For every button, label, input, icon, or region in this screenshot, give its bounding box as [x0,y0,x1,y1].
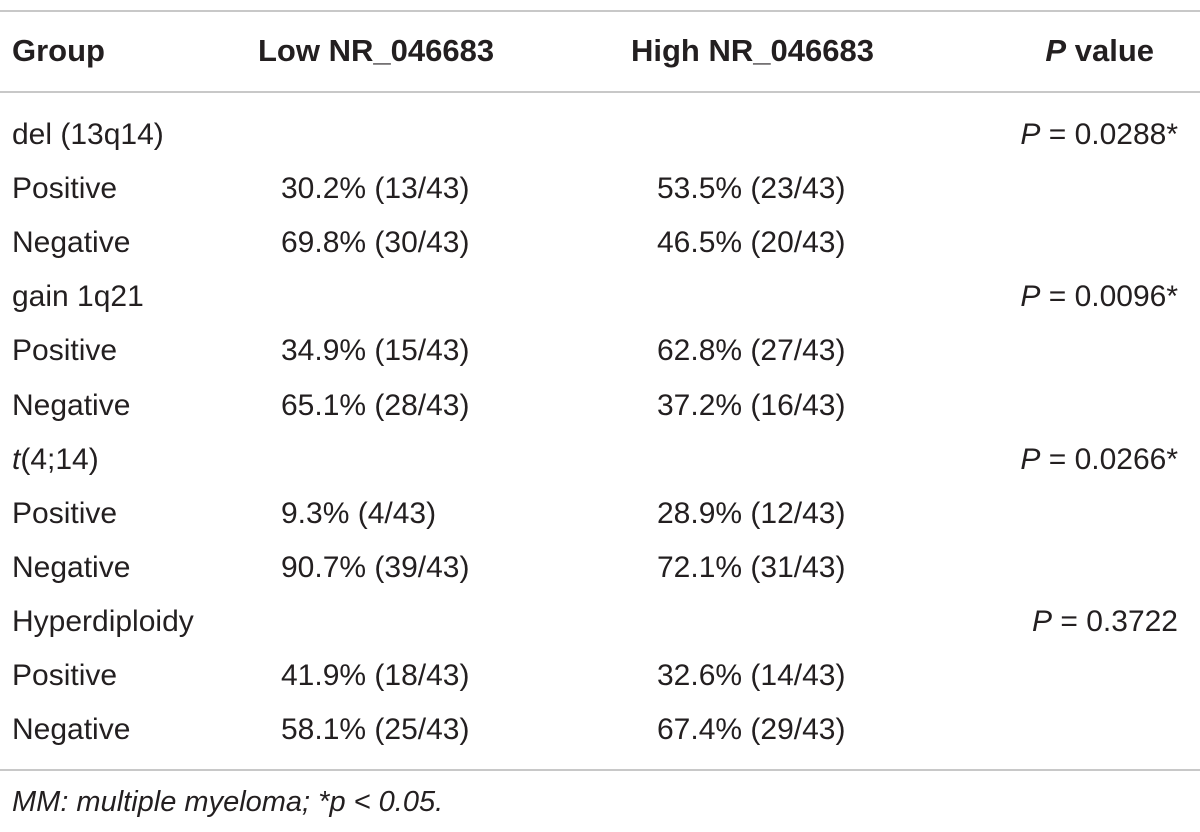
cell-high-nr: 53.5% (23/43) [657,172,846,206]
cell-group: Positive [12,649,117,703]
cell-p-suffix: = 0.0096* [1040,280,1178,314]
cell-p-suffix: = 0.3722 [1052,604,1178,638]
cell-group: t(4;14) [12,433,99,487]
table-footnote: MM: multiple myeloma; *p < 0.05. [12,786,444,818]
cell-high-nr: 62.8% (27/43) [657,334,846,368]
cell-high-nr: 37.2% (16/43) [657,388,846,422]
cell-group: gain 1q21 [12,270,144,324]
cell-p-value: P = 0.0096* [1020,270,1178,324]
table-header-row: Group Low NR_046683 High NR_046683 P val… [0,24,1200,78]
cell-group-label: del (13q14) [12,118,164,151]
cell-group: del (13q14) [12,108,164,162]
cell-high-nr: 67.4% (29/43) [657,713,846,747]
cell-group-prefix: t [12,442,21,476]
table-header-rule [0,91,1200,93]
cell-group: Negative [12,216,130,270]
cell-p-value: P = 0.0288* [1020,108,1178,162]
cell-p-value: P = 0.3722 [1032,595,1178,649]
table-bottom-rule [0,769,1200,771]
table-row: Positive 34.9% (15/43) 62.8% (27/43) [0,324,1200,378]
cell-p-letter: P [1020,118,1041,151]
cell-low-nr: 34.9% (15/43) [281,334,470,368]
cell-group: Hyperdiploidy [12,595,194,649]
header-high-nr: High NR_046683 [631,33,874,68]
cell-group-label: Negative [12,713,131,747]
table-row: Positive 41.9% (18/43) 32.6% (14/43) [0,649,1200,703]
table-row: Negative 90.7% (39/43) 72.1% (31/43) [0,541,1200,595]
cell-low-nr: 30.2% (13/43) [281,172,470,206]
cell-group: Positive [12,162,117,216]
cell-p-letter: P [1032,604,1053,638]
cell-group-label: Positive [12,659,118,692]
table-top-rule [0,10,1200,12]
table-row: Positive 9.3% (4/43) 28.9% (12/43) [0,487,1200,541]
table-row: del (13q14) P = 0.0288* [0,108,1200,162]
cell-group: Positive [12,487,117,541]
cell-p-suffix: = 0.0288* [1040,118,1178,151]
table-row: Positive 30.2% (13/43) 53.5% (23/43) [0,162,1200,216]
cell-group: Negative [12,541,130,595]
cell-high-nr: 32.6% (14/43) [657,659,846,692]
cell-p-suffix: = 0.0266* [1040,442,1178,476]
cell-low-nr: 41.9% (18/43) [281,659,470,692]
cell-low-nr: 65.1% (28/43) [281,388,470,422]
cell-group-label: Negative [12,226,131,260]
table-row: Negative 65.1% (28/43) 37.2% (16/43) [0,379,1200,433]
cell-group-label: (4;14) [20,442,99,476]
cell-group-label: Positive [12,334,118,368]
table-row: t(4;14) P = 0.0266* [0,433,1200,487]
header-p-suffix: value [1066,33,1154,68]
cell-low-nr: 9.3% (4/43) [281,496,437,530]
header-group: Group [12,33,105,68]
header-p-value: P value [1045,24,1154,78]
cell-group-label: Positive [12,172,118,206]
cell-group-label: Negative [12,388,131,422]
cell-group: Negative [12,703,130,757]
table-row: Hyperdiploidy P = 0.3722 [0,595,1200,649]
cell-low-nr: 58.1% (25/43) [281,713,470,747]
cell-p-letter: P [1020,280,1041,314]
cell-group-label: Negative [12,550,131,584]
header-p-letter: P [1045,33,1067,68]
cell-p-letter: P [1020,442,1041,476]
cell-group-label: gain 1q21 [12,280,144,314]
cell-low-nr: 69.8% (30/43) [281,226,470,260]
cell-group-label: Positive [12,496,118,530]
cell-high-nr: 46.5% (20/43) [657,226,846,260]
cell-low-nr: 90.7% (39/43) [281,550,470,584]
table-row: Negative 58.1% (25/43) 67.4% (29/43) [0,703,1200,757]
cell-group-label: Hyperdiploidy [12,604,194,638]
cell-group: Positive [12,324,117,378]
cell-high-nr: 28.9% (12/43) [657,496,846,530]
cell-high-nr: 72.1% (31/43) [657,550,846,584]
table-row: gain 1q21 P = 0.0096* [0,270,1200,324]
cell-group: Negative [12,379,130,433]
cell-p-value: P = 0.0266* [1020,433,1178,487]
table-row: Negative 69.8% (30/43) 46.5% (20/43) [0,216,1200,270]
header-low-nr: Low NR_046683 [258,33,495,68]
